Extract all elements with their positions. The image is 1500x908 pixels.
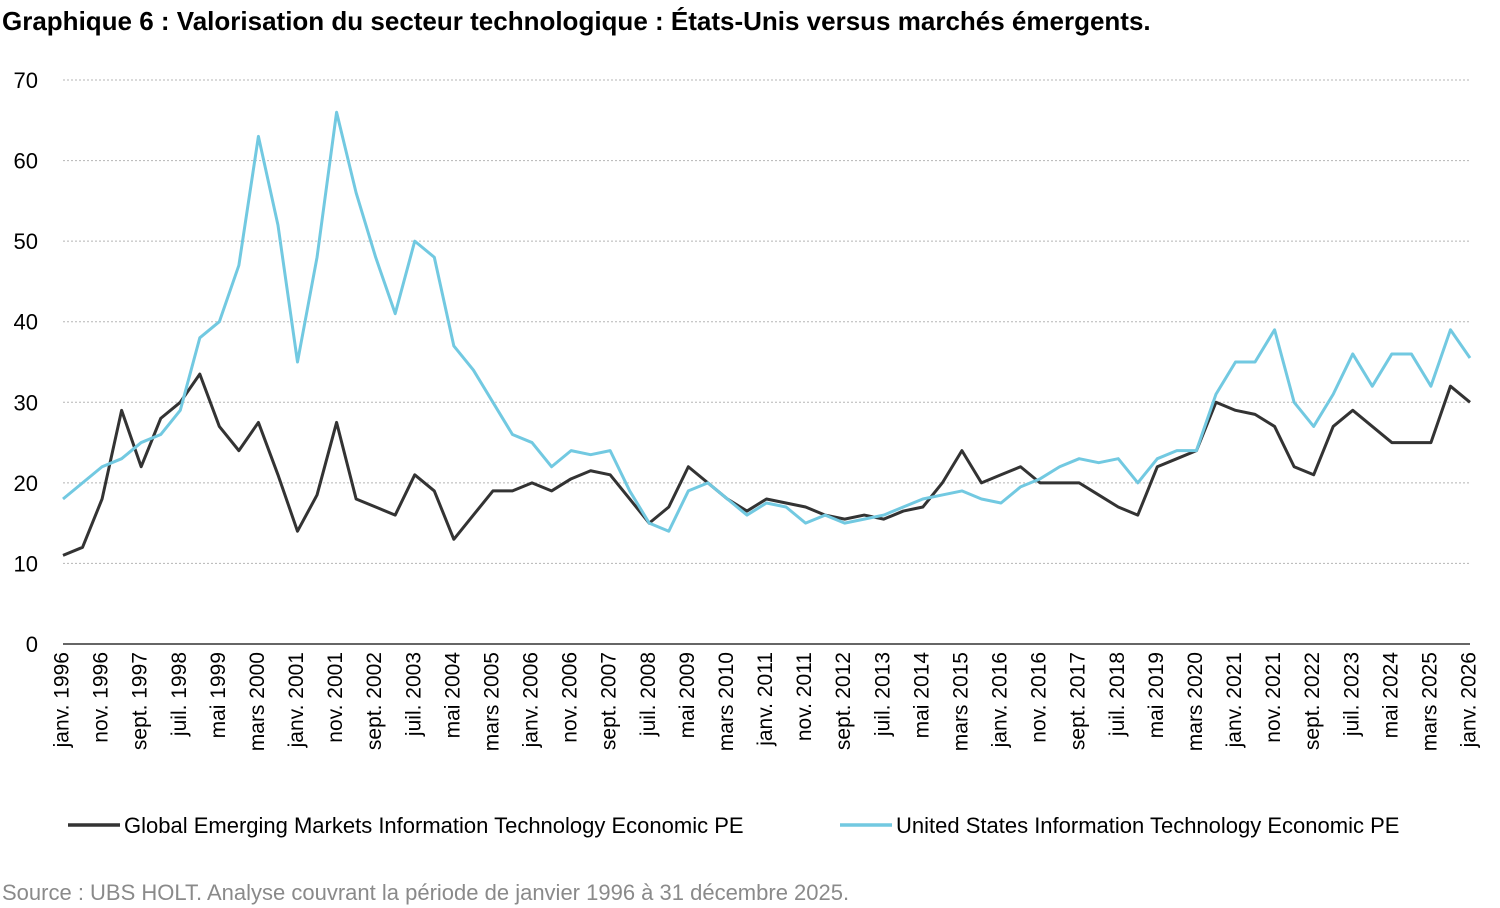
x-tick-label: juil. 2013 [871,652,894,737]
x-tick-label: nov. 2006 [559,652,582,743]
x-tick-label: sept. 2017 [1067,652,1090,750]
x-tick-label: sept. 2007 [598,652,621,750]
x-tick-label: juil. 2018 [1106,652,1129,737]
y-tick-label: 20 [14,471,38,496]
x-tick-label: nov. 1996 [90,652,113,743]
x-tick-label: juil. 2023 [1340,652,1363,737]
y-tick-label: 70 [14,68,38,93]
x-tick-label: janv. 2016 [989,652,1012,748]
legend-label: United States Information Technology Eco… [896,813,1399,838]
x-tick-label: nov. 2011 [793,652,816,741]
x-tick-label: mai 2024 [1379,652,1402,739]
x-tick-label: sept. 1997 [129,652,152,750]
x-tick-label: mars 2025 [1418,652,1441,751]
x-tick-label: mai 2014 [910,652,933,739]
y-tick-label: 0 [26,632,38,657]
y-tick-label: 50 [14,229,38,254]
x-tick-label: mars 2000 [246,652,269,751]
x-tick-label: juil. 1998 [168,652,191,737]
x-tick-label: janv. 2021 [1223,652,1246,748]
x-tick-label: mars 2010 [715,652,738,751]
chart-title: Graphique 6 : Valorisation du secteur te… [2,6,1151,36]
x-tick-label: juil. 2008 [637,652,660,737]
x-tick-label: janv. 2006 [520,652,543,748]
y-tick-label: 30 [14,390,38,415]
x-tick-label: mai 1999 [207,652,230,738]
x-tick-label: mai 2009 [676,652,699,738]
x-tick-label: sept. 2012 [832,652,855,750]
x-tick-label: nov. 2016 [1028,652,1051,743]
y-tick-label: 60 [14,149,38,174]
x-tick-label: janv. 2026 [1458,652,1481,748]
x-tick-label: juil. 2003 [402,652,425,737]
x-tick-label: mars 2020 [1184,652,1207,751]
source-note: Source : UBS HOLT. Analyse couvrant la p… [2,880,849,905]
x-tick-label: janv. 2001 [285,652,308,748]
y-tick-label: 10 [14,551,38,576]
x-tick-label: janv. 1996 [51,652,74,748]
x-tick-label: mars 2005 [480,652,503,751]
x-tick-label: nov. 2021 [1262,652,1285,743]
y-tick-label: 40 [14,310,38,335]
x-tick-label: mars 2015 [949,652,972,751]
x-tick-label: mai 2004 [441,652,464,739]
x-tick-label: mai 2019 [1145,652,1168,738]
x-tick-label: nov. 2001 [324,652,347,743]
x-tick-label: janv. 2011 [754,652,777,747]
data-line [62,110,1472,533]
x-tick-label: sept. 2002 [363,652,386,750]
x-tick-label: sept. 2022 [1301,652,1324,750]
data-line [62,372,1471,557]
legend-label: Global Emerging Markets Information Tech… [124,813,744,838]
